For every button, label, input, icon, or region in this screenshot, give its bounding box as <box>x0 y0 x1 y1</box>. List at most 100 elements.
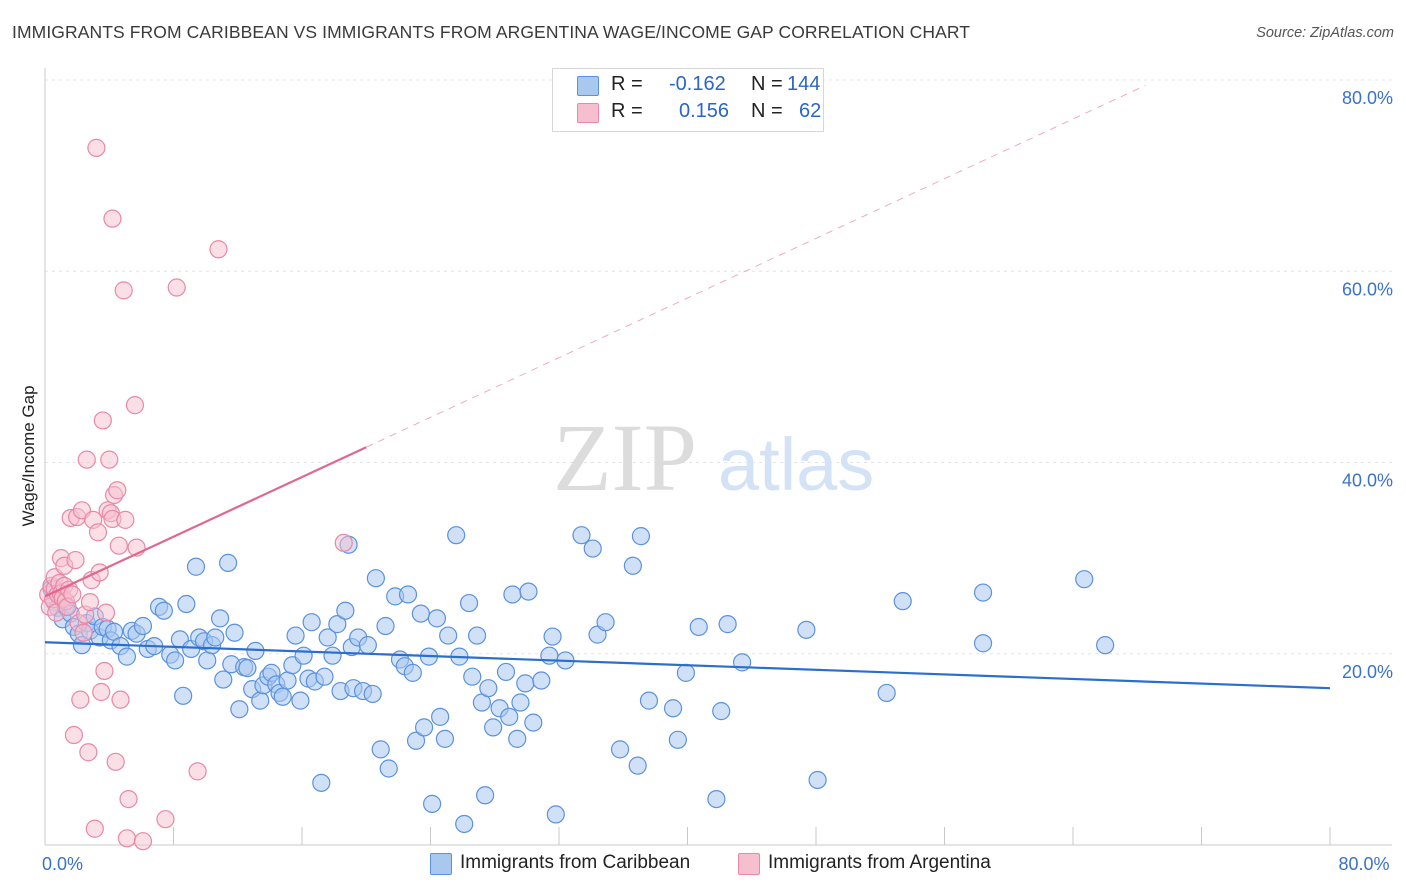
caribbean-point <box>214 670 233 689</box>
caribbean-point <box>225 623 244 642</box>
tick-labels: 20.0% 40.0% 60.0% 80.0% 0.0% 80.0% <box>42 88 1393 874</box>
caribbean-point <box>379 759 398 778</box>
caribbean-r-value: -0.162 <box>669 73 726 95</box>
argentina-trend-line <box>44 446 367 598</box>
caribbean-point <box>516 674 535 693</box>
watermark: ZIP atlas <box>553 404 874 511</box>
caribbean-point <box>973 583 993 602</box>
caribbean-point <box>177 594 196 614</box>
argentina-point <box>66 550 85 570</box>
argentina-point <box>103 209 122 228</box>
caribbean-point <box>186 557 206 576</box>
caribbean-point <box>302 613 321 632</box>
caribbean-legend-label: Immigrants from Caribbean <box>460 852 691 873</box>
n-label: N = <box>751 73 783 95</box>
caribbean-points <box>42 526 1115 834</box>
caribbean-point <box>543 627 562 646</box>
caribbean-point <box>323 646 342 665</box>
caribbean-point <box>893 592 912 611</box>
y-tick-label: 80.0% <box>1342 88 1393 108</box>
argentina-point <box>93 411 112 430</box>
caribbean-point <box>117 647 137 666</box>
argentina-swatch <box>577 103 599 123</box>
argentina-point <box>119 789 138 809</box>
caribbean-point <box>596 613 615 632</box>
caribbean-point <box>210 609 230 628</box>
caribbean-point <box>532 671 551 690</box>
argentina-point <box>64 725 84 745</box>
caribbean-point <box>1075 570 1094 589</box>
r-label: R = <box>611 73 643 95</box>
caribbean-point <box>273 687 292 706</box>
caribbean-point <box>519 582 538 601</box>
caribbean-point <box>1096 636 1115 655</box>
caribbean-point <box>238 658 257 678</box>
caribbean-point <box>463 667 482 686</box>
caribbean-point <box>251 691 270 710</box>
caribbean-point <box>484 718 503 737</box>
argentina-point <box>209 240 228 259</box>
argentina-point <box>108 481 127 500</box>
caribbean-swatch <box>577 76 599 96</box>
caribbean-point <box>376 616 395 636</box>
caribbean-point <box>496 662 516 682</box>
caribbean-point <box>973 634 993 653</box>
argentina-point <box>100 450 119 469</box>
caribbean-point <box>206 628 225 647</box>
caribbean-point <box>198 651 217 670</box>
caribbean-point <box>511 693 530 712</box>
r-label: R = <box>611 100 643 122</box>
argentina-trend-extension <box>366 84 1146 448</box>
argentina-point <box>92 682 111 702</box>
argentina-point <box>96 603 116 622</box>
caribbean-point <box>318 628 337 647</box>
caribbean-point <box>479 679 498 698</box>
caribbean-point <box>447 526 466 545</box>
caribbean-point <box>278 671 297 690</box>
argentina-point <box>188 762 207 781</box>
argentina-points <box>39 138 353 851</box>
argentina-point <box>167 278 186 297</box>
argentina-point <box>106 752 125 771</box>
caribbean-point <box>712 702 731 721</box>
caribbean-point <box>689 617 708 637</box>
argentina-point <box>111 690 130 709</box>
caribbean-point <box>508 729 527 748</box>
caribbean-point <box>459 593 479 613</box>
argentina-point <box>80 593 100 612</box>
caribbean-point <box>166 651 185 670</box>
caribbean-point <box>631 527 651 546</box>
argentina-point <box>116 510 135 529</box>
correlation-legend: R = -0.162 N = 144 R = 0.156 N = 62 <box>552 68 824 132</box>
y-tick-label: 20.0% <box>1342 662 1393 682</box>
argentina-point <box>114 281 133 300</box>
y-tick-label: 40.0% <box>1342 471 1393 491</box>
argentina-point <box>117 829 137 848</box>
caribbean-swatch <box>430 853 452 875</box>
argentina-point <box>63 585 82 604</box>
caribbean-point <box>336 601 355 620</box>
caribbean-point <box>414 718 434 737</box>
caribbean-point <box>524 713 543 732</box>
caribbean-point <box>427 609 447 628</box>
caribbean-point <box>358 636 377 655</box>
x-tick-label: 80.0% <box>1338 854 1389 874</box>
argentina-point <box>156 810 175 829</box>
caribbean-point <box>500 707 519 726</box>
caribbean-point <box>411 604 430 623</box>
caribbean-point <box>403 663 422 682</box>
x-tick-label: 0.0% <box>42 854 83 874</box>
argentina-point <box>74 623 93 642</box>
caribbean-point <box>230 700 249 719</box>
argentina-point <box>133 832 153 851</box>
argentina-point <box>85 819 104 838</box>
caribbean-point <box>423 794 442 813</box>
caribbean-n-value: 144 <box>787 73 821 95</box>
caribbean-point <box>439 626 458 645</box>
caribbean-point <box>668 730 687 749</box>
caribbean-point <box>808 770 827 790</box>
argentina-point <box>87 138 106 157</box>
caribbean-point <box>546 805 565 824</box>
watermark-atlas: atlas <box>718 423 874 506</box>
caribbean-point <box>639 691 659 710</box>
